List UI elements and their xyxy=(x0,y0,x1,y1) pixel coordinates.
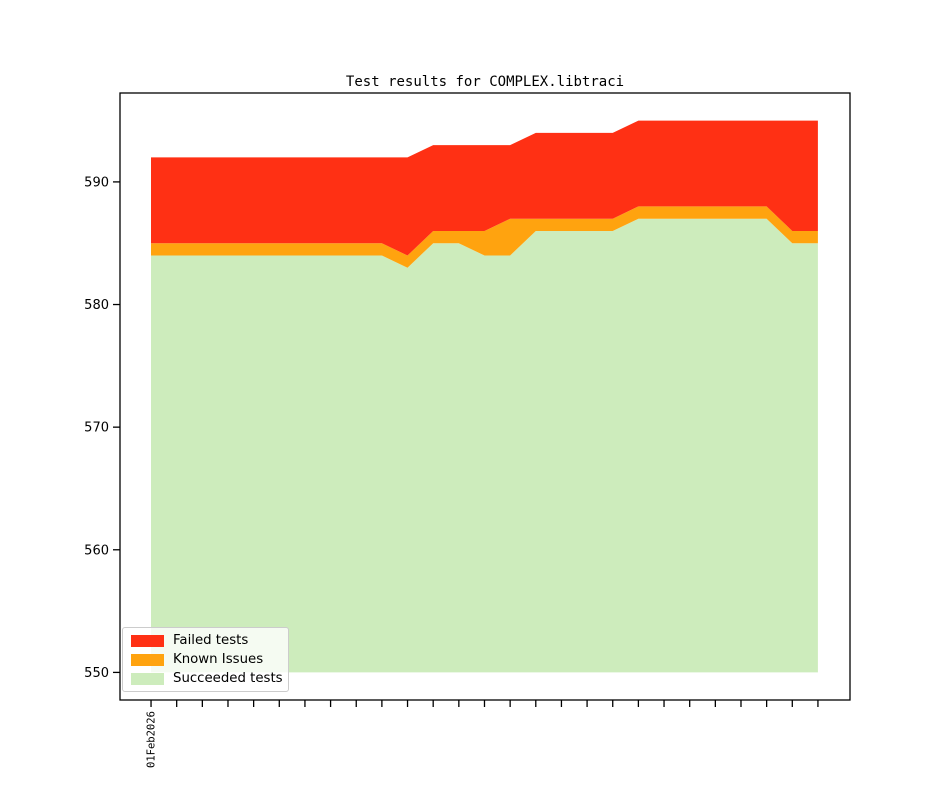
failed-tests-swatch xyxy=(131,634,164,647)
legend-label-failed-tests: Failed tests xyxy=(173,632,249,648)
y-tick-label: 570 xyxy=(84,421,109,436)
legend-item-known-issues: Known Issues xyxy=(123,650,288,669)
x-date-label: 01Feb2026 xyxy=(146,711,158,768)
known-issues-area xyxy=(151,206,818,268)
legend-label-known-issues: Known Issues xyxy=(173,651,264,667)
y-tick-label: 560 xyxy=(84,543,109,558)
y-tick-label: 590 xyxy=(84,175,109,190)
legend-label-succeeded-tests: Succeeded tests xyxy=(173,670,283,686)
succeeded-tests-area xyxy=(151,218,818,673)
known-issues-swatch xyxy=(131,653,164,666)
legend-item-succeeded-tests: Succeeded tests xyxy=(123,669,288,688)
y-tick-label: 550 xyxy=(84,666,109,681)
legend-item-failed-tests: Failed tests xyxy=(123,631,288,650)
y-tick-label: 580 xyxy=(84,298,109,313)
plot-border xyxy=(119,92,851,701)
failed-tests-area xyxy=(151,120,818,256)
chart-title: Test results for COMPLEX.libtraci xyxy=(345,74,625,90)
succeeded-tests-swatch xyxy=(131,672,164,685)
legend: Failed tests Known Issues Succeeded test… xyxy=(122,627,289,692)
